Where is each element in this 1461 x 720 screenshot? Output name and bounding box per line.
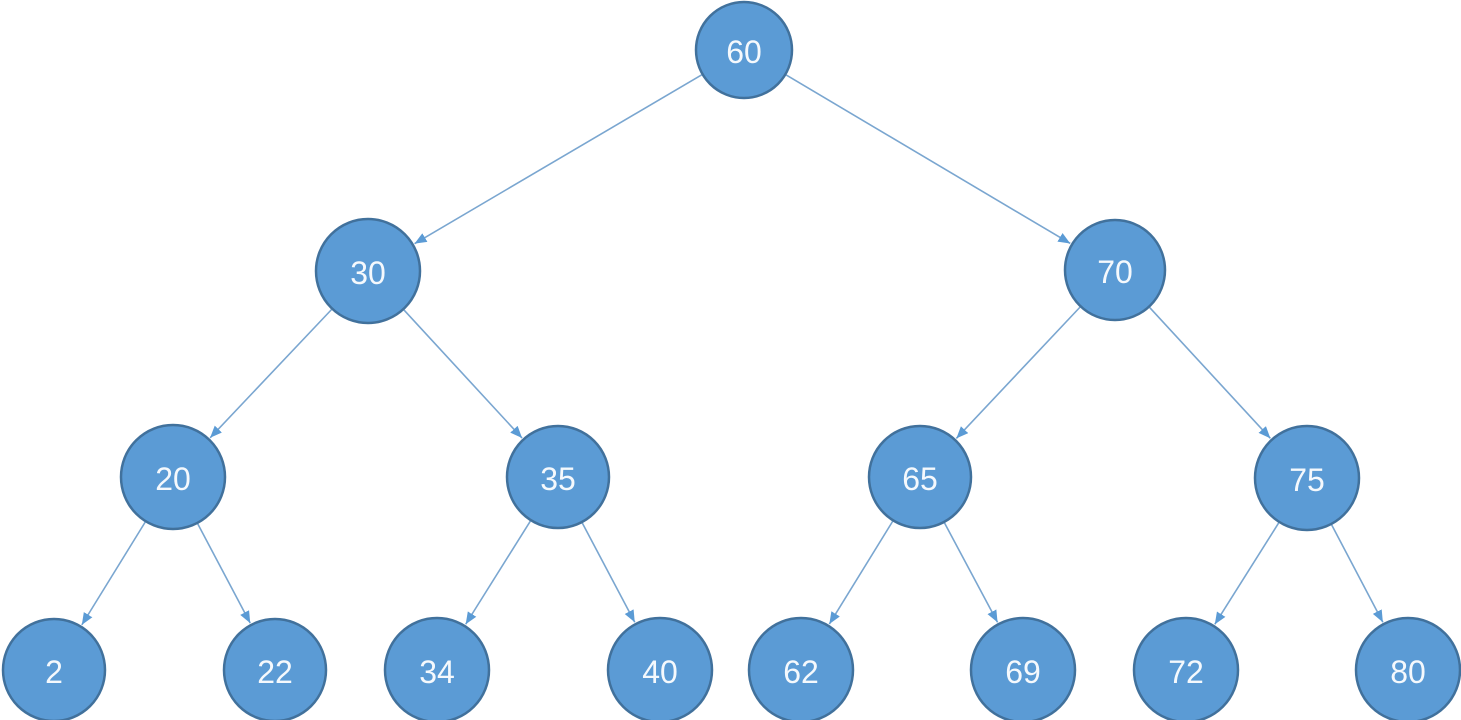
node-circle [119, 423, 227, 531]
edge-65-to-69 [943, 522, 999, 623]
node-label: 70 [1097, 254, 1133, 290]
edge-20-to-22 [197, 523, 251, 624]
node-circle [1, 617, 107, 720]
edge-70-to-75 [1149, 306, 1271, 439]
node-circle [383, 616, 491, 720]
edge-20-to-2 [81, 521, 146, 626]
node-circle [314, 217, 422, 325]
edge-30-to-35 [403, 309, 523, 439]
edge-70-to-65 [955, 306, 1081, 439]
tree-node-30: 30 [314, 217, 422, 325]
node-label: 65 [902, 461, 938, 497]
tree-node-72: 72 [1132, 616, 1240, 720]
tree-node-65: 65 [867, 424, 973, 530]
tree-node-60: 60 [694, 0, 794, 100]
edge-35-to-40 [581, 522, 636, 623]
tree-node-35: 35 [505, 424, 611, 530]
node-circle [606, 616, 714, 720]
node-circle [747, 616, 855, 720]
node-circle [222, 617, 328, 720]
edge-60-to-30 [414, 74, 703, 245]
edge-75-to-80 [1330, 524, 1384, 623]
tree-node-70: 70 [1063, 218, 1167, 322]
tree-node-2: 2 [1, 617, 107, 720]
tree-node-75: 75 [1253, 424, 1361, 532]
tree-node-20: 20 [119, 423, 227, 531]
tree-node-34: 34 [383, 616, 491, 720]
edge-75-to-72 [1214, 522, 1280, 625]
node-circle [969, 616, 1077, 720]
edge-60-to-70 [785, 74, 1071, 245]
node-label: 72 [1168, 654, 1204, 690]
node-label: 2 [45, 654, 63, 690]
node-label: 62 [783, 654, 819, 690]
edge-65-to-62 [828, 520, 894, 625]
node-label: 60 [726, 34, 762, 70]
node-label: 30 [350, 255, 386, 291]
node-circle [867, 424, 973, 530]
tree-node-62: 62 [747, 616, 855, 720]
node-circle [1132, 616, 1240, 720]
tree-node-80: 80 [1354, 616, 1461, 720]
edge-30-to-20 [209, 308, 333, 439]
node-label: 40 [642, 654, 678, 690]
node-label: 69 [1005, 654, 1041, 690]
node-circle [1354, 616, 1461, 720]
node-label: 80 [1390, 654, 1426, 690]
node-label: 34 [419, 654, 455, 690]
node-circle [1063, 218, 1167, 322]
tree-node-22: 22 [222, 617, 328, 720]
node-circle [694, 0, 794, 100]
tree-node-40: 40 [606, 616, 714, 720]
node-label: 22 [257, 654, 293, 690]
node-label: 35 [540, 461, 576, 497]
node-label: 75 [1289, 462, 1325, 498]
tree-node-69: 69 [969, 616, 1077, 720]
node-circle [505, 424, 611, 530]
edge-35-to-34 [465, 520, 532, 625]
node-label: 20 [155, 461, 191, 497]
node-circle [1253, 424, 1361, 532]
